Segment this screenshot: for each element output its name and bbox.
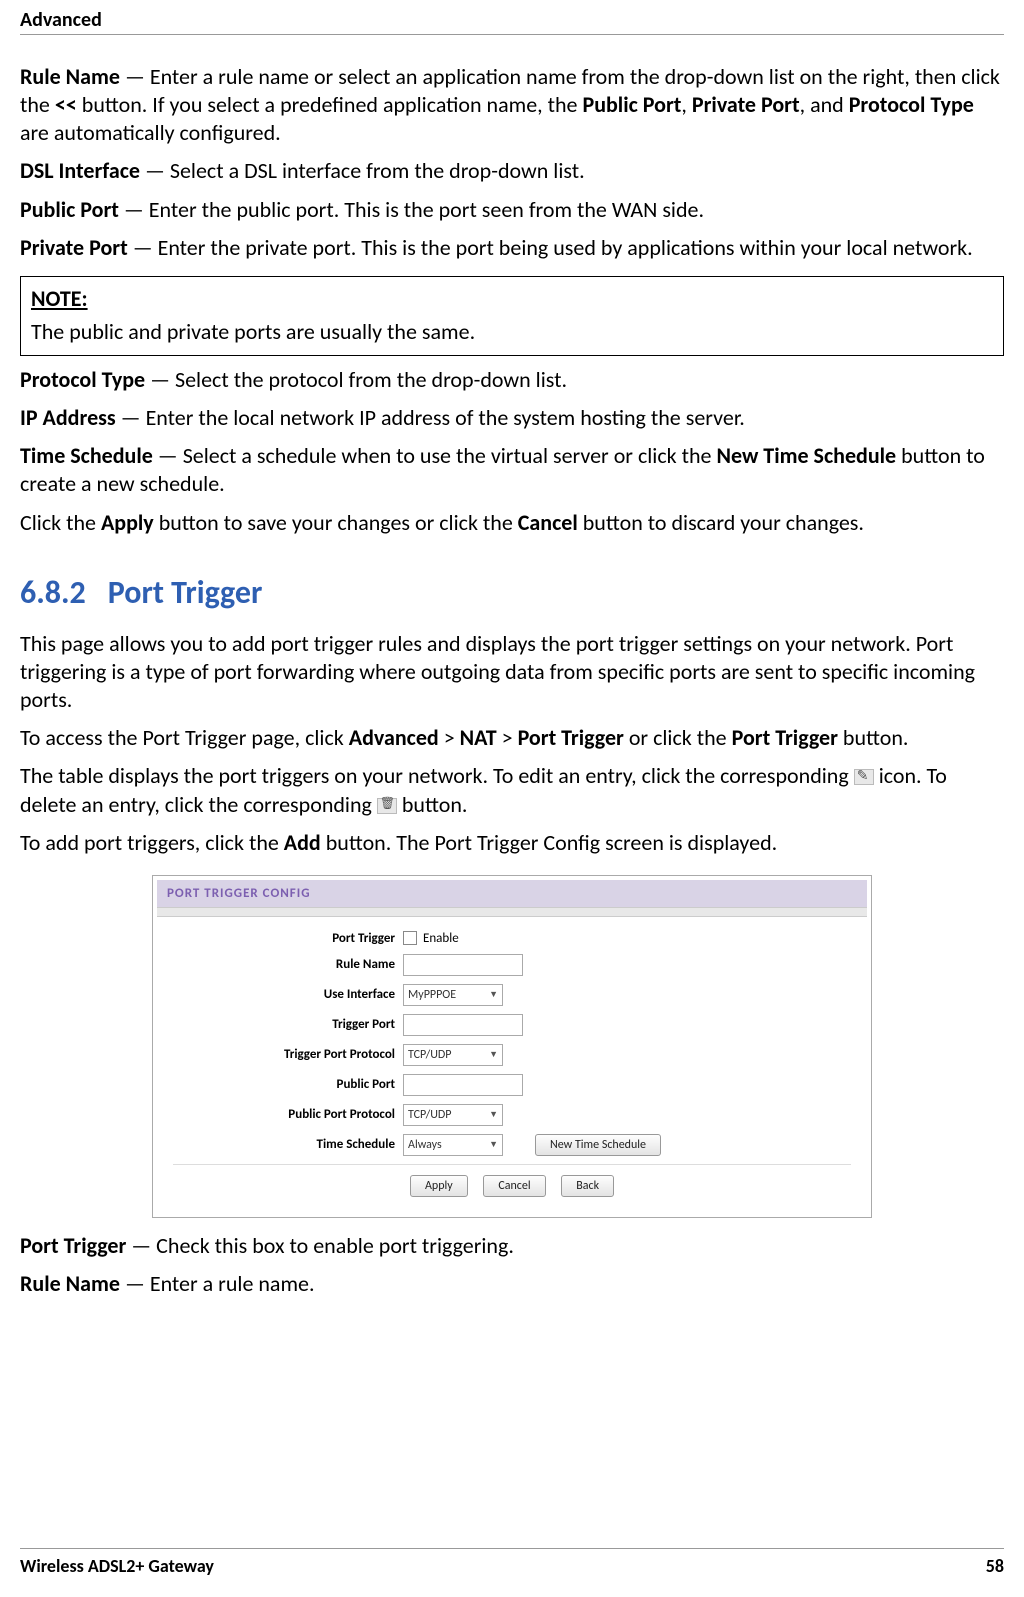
page: Advanced Rule Name — Enter a rule name o… [0,0,1024,1597]
section-heading: 6.8.2 Port Trigger [20,573,1004,612]
para-dsl-interface: DSL Interface — Select a DSL interface f… [20,157,1004,185]
panel-underbar [157,907,867,917]
row-use-interface: Use Interface MyPPPOE ▼ [173,984,851,1006]
tail-p1: Port Trigger — Check this box to enable … [20,1232,1004,1260]
select-use-interface-value: MyPPPOE [408,988,456,1002]
para-time-schedule: Time Schedule — Select a schedule when t… [20,442,1004,498]
note-box: NOTE: The public and private ports are u… [20,276,1004,356]
note-text: The public and private ports are usually… [31,318,993,345]
label-time-schedule: Time Schedule [173,1137,403,1152]
apply-button[interactable]: Apply [410,1175,468,1197]
edit-icon [854,769,874,785]
chevron-down-icon: ▼ [489,1139,498,1150]
label-public-port-protocol: Public Port Protocol [173,1107,403,1122]
enable-checkbox[interactable] [403,931,417,945]
row-time-schedule: Time Schedule Always ▼ New Time Schedule [173,1134,851,1156]
select-public-port-protocol-value: TCP/UDP [408,1108,451,1122]
new-time-schedule-button[interactable]: New Time Schedule [535,1134,661,1156]
footer: Wireless ADSL2+ Gateway 58 [20,1548,1004,1577]
section-p1: This page allows you to add port trigger… [20,630,1004,714]
config-panel: PORT TRIGGER CONFIG Port Trigger Enable … [152,875,872,1218]
delete-icon [377,798,397,814]
section-p3-post: button. [402,791,468,818]
spacer [20,1308,1004,1538]
section-p3: The table displays the port triggers on … [20,762,1004,818]
note-label: NOTE: [31,285,993,312]
row-public-port: Public Port [173,1074,851,1096]
header-title: Advanced [20,8,102,32]
chevron-down-icon: ▼ [489,989,498,1000]
tail-p2: Rule Name — Enter a rule name. [20,1270,1004,1298]
section-p3-pre: The table displays the port triggers on … [20,762,854,789]
row-trigger-port-protocol: Trigger Port Protocol TCP/UDP ▼ [173,1044,851,1066]
select-use-interface[interactable]: MyPPPOE ▼ [403,984,503,1006]
footer-left: Wireless ADSL2+ Gateway [20,1555,214,1577]
select-time-schedule-value: Always [408,1138,442,1152]
select-trigger-port-protocol-value: TCP/UDP [408,1048,451,1062]
para-ip-address: IP Address — Enter the local network IP … [20,404,1004,432]
section-number: 6.8.2 [20,573,86,612]
chevron-down-icon: ▼ [489,1109,498,1120]
label-port-trigger: Port Trigger [173,931,403,946]
label-trigger-port: Trigger Port [173,1017,403,1032]
input-public-port[interactable] [403,1074,523,1096]
chevron-down-icon: ▼ [489,1049,498,1060]
cancel-button[interactable]: Cancel [483,1175,545,1197]
select-public-port-protocol[interactable]: TCP/UDP ▼ [403,1104,503,1126]
input-trigger-port[interactable] [403,1014,523,1036]
back-button[interactable]: Back [561,1175,614,1197]
label-use-interface: Use Interface [173,987,403,1002]
para-rule-name: Rule Name — Enter a rule name or select … [20,63,1004,147]
form-area: Port Trigger Enable Rule Name Use Interf… [157,917,867,1213]
para-public-port: Public Port — Enter the public port. Thi… [20,196,1004,224]
label-trigger-port-protocol: Trigger Port Protocol [173,1047,403,1062]
row-port-trigger: Port Trigger Enable [173,931,851,946]
para-apply-cancel: Click the Apply button to save your chan… [20,509,1004,537]
label-rule-name: Rule Name [173,957,403,972]
page-header: Advanced [20,8,1004,35]
input-rule-name[interactable] [403,954,523,976]
para-protocol-type: Protocol Type — Select the protocol from… [20,366,1004,394]
select-time-schedule[interactable]: Always ▼ [403,1134,503,1156]
section-p4: To add port triggers, click the Add butt… [20,829,1004,857]
button-row: Apply Cancel Back [173,1164,851,1203]
section-p2: To access the Port Trigger page, click A… [20,724,1004,752]
row-trigger-port: Trigger Port [173,1014,851,1036]
enable-text: Enable [423,931,459,946]
panel-title: PORT TRIGGER CONFIG [157,880,867,907]
section-title: Port Trigger [108,573,263,612]
label-public-port: Public Port [173,1077,403,1092]
select-trigger-port-protocol[interactable]: TCP/UDP ▼ [403,1044,503,1066]
row-public-port-protocol: Public Port Protocol TCP/UDP ▼ [173,1104,851,1126]
para-private-port: Private Port — Enter the private port. T… [20,234,1004,262]
footer-page-number: 58 [986,1555,1004,1577]
row-rule-name: Rule Name [173,954,851,976]
